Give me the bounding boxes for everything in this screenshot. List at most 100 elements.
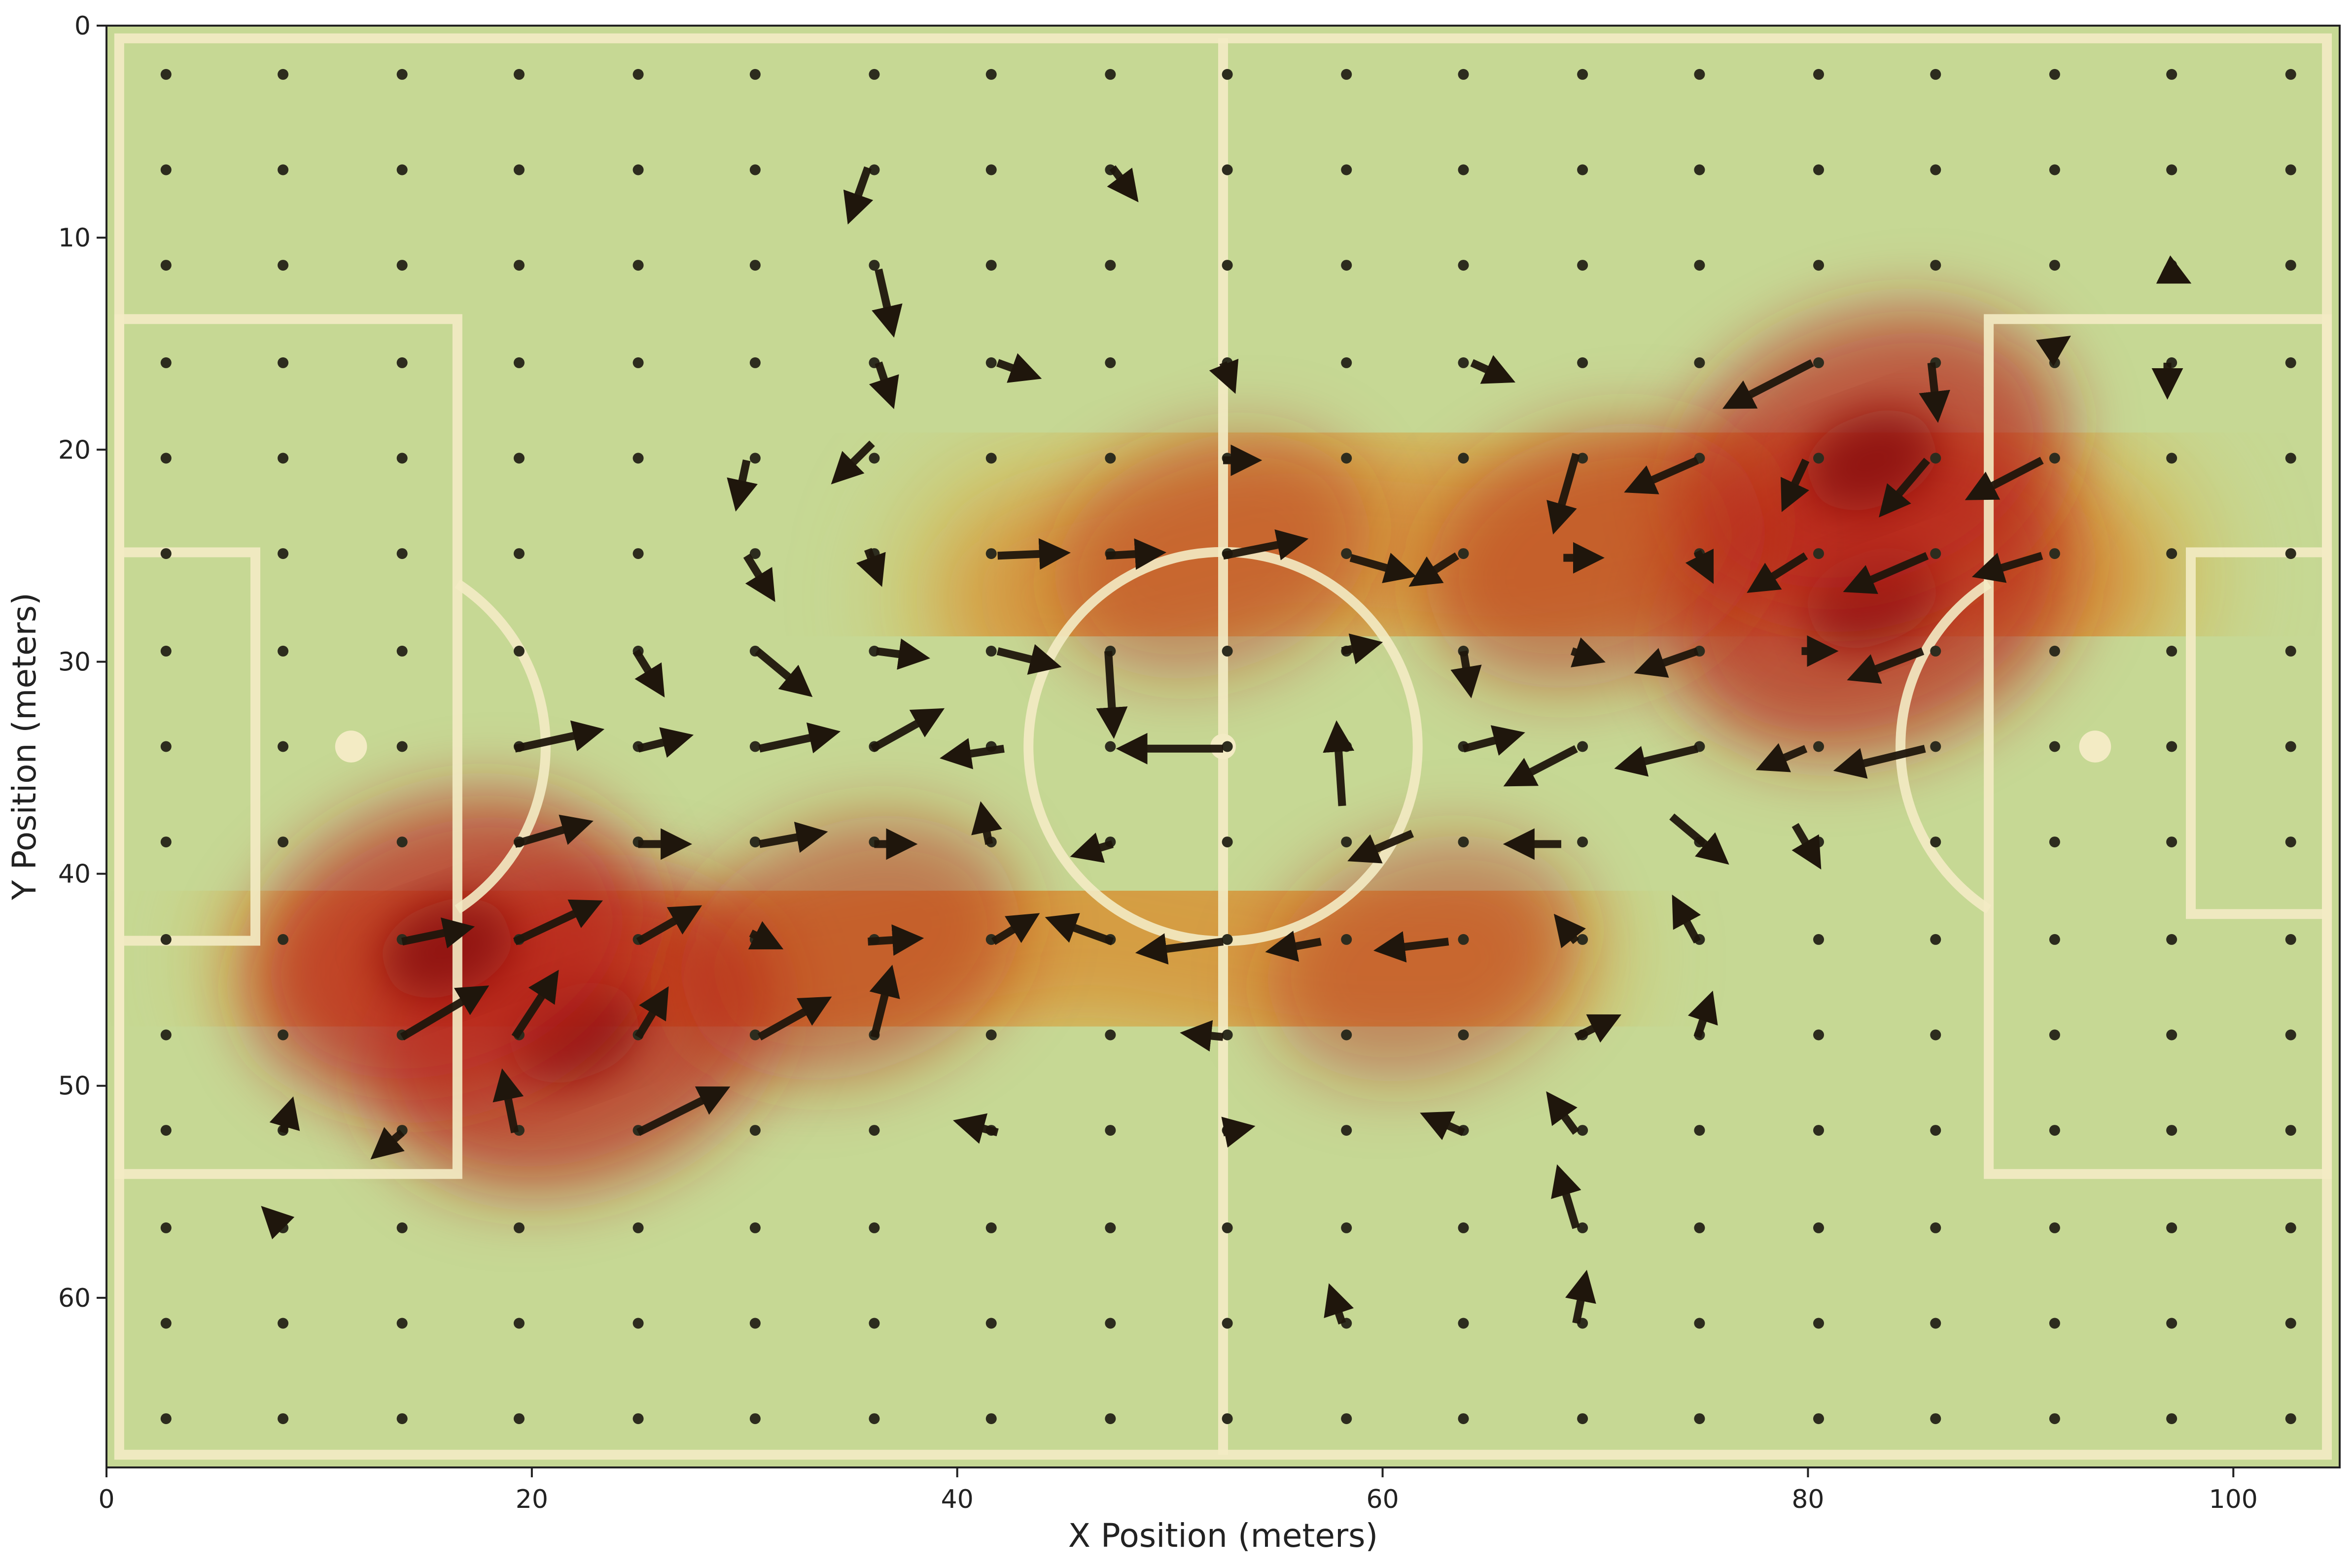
grid-dot xyxy=(2049,645,2060,657)
grid-dot xyxy=(1458,1318,1469,1329)
flow-arrow xyxy=(1546,1091,1580,1135)
grid-dot xyxy=(160,1222,172,1233)
grid-dot xyxy=(749,1222,761,1233)
grid-dot xyxy=(2049,934,2060,945)
grid-dot xyxy=(1341,453,1352,464)
grid-dot xyxy=(1813,1413,1824,1425)
flow-arrow xyxy=(996,353,1042,383)
grid-dot xyxy=(1930,164,1941,175)
grid-dot xyxy=(396,741,408,752)
flow-arrow xyxy=(1553,913,1586,948)
grid-dot xyxy=(1930,1029,1941,1041)
grid-dot xyxy=(1694,69,1705,80)
flow-arrow xyxy=(1687,990,1718,1039)
grid-dot xyxy=(513,1413,525,1425)
grid-dot xyxy=(1222,1318,1233,1329)
grid-dot xyxy=(1222,836,1233,848)
flow-arrow xyxy=(632,649,665,697)
flow-arrow xyxy=(1546,453,1580,535)
y-tick-label: 60 xyxy=(58,1284,91,1313)
grid-dot xyxy=(1458,934,1469,945)
grid-dot xyxy=(1458,836,1469,848)
flow-arrow xyxy=(991,913,1040,945)
grid-dot xyxy=(1813,836,1824,848)
grid-dot xyxy=(985,357,997,368)
flow-arrow xyxy=(869,361,899,410)
grid-dot xyxy=(749,836,761,848)
flow-arrow xyxy=(1672,894,1701,944)
grid-dot xyxy=(1577,836,1588,848)
grid-dot xyxy=(1930,1318,1941,1329)
grid-dot xyxy=(396,1413,408,1425)
grid-dot xyxy=(1577,1125,1588,1136)
grid-dot xyxy=(869,1413,880,1425)
flow-arrow xyxy=(1847,647,1925,684)
grid-dot xyxy=(632,1222,644,1233)
grid-dot xyxy=(1341,741,1352,752)
left-goal-area xyxy=(114,547,260,946)
grid-dot xyxy=(1105,741,1116,752)
grid-dot xyxy=(1341,357,1352,368)
y-axis: 0 10 20 30 40 50 60 xyxy=(58,11,106,1313)
grid-dot xyxy=(1222,164,1233,175)
flow-arrow xyxy=(1879,457,1931,518)
grid-dot xyxy=(1813,164,1824,175)
grid-dot xyxy=(2285,1029,2296,1041)
grid-dot xyxy=(278,260,289,271)
grid-dot xyxy=(749,69,761,80)
grid-dot xyxy=(2166,741,2177,752)
grid-dot xyxy=(1105,1125,1116,1136)
grid-dot xyxy=(160,357,172,368)
grid-dot xyxy=(160,1125,172,1136)
grid-dot xyxy=(749,1413,761,1425)
grid-dot xyxy=(278,645,289,657)
flow-arrow xyxy=(1722,359,1814,409)
grid-dot xyxy=(1341,1413,1352,1425)
grid-dot xyxy=(1813,453,1824,464)
flow-arrow xyxy=(634,986,669,1039)
flow-arrow xyxy=(757,996,832,1041)
grid-dot xyxy=(1341,1125,1352,1136)
density-hotspot xyxy=(681,816,1021,1080)
grid-dot xyxy=(2166,934,2177,945)
grid-dot xyxy=(749,453,761,464)
flow-arrow xyxy=(1349,553,1417,583)
grid-dot xyxy=(1105,1222,1116,1233)
grid-dot xyxy=(1458,1029,1469,1041)
grid-dot xyxy=(1813,357,1824,368)
grid-dot xyxy=(985,260,997,271)
x-tick-label: 60 xyxy=(1366,1485,1399,1514)
grid-dot xyxy=(278,548,289,559)
grid-dot xyxy=(869,1125,880,1136)
grid-dot xyxy=(1930,645,1941,657)
grid-dot xyxy=(1458,69,1469,80)
flow-arrow xyxy=(261,1206,295,1240)
right-penalty-arc xyxy=(1896,579,1992,914)
grid-dot xyxy=(985,164,997,175)
flow-arrow xyxy=(514,814,594,848)
x-tick-label: 40 xyxy=(941,1485,974,1514)
grid-dot xyxy=(1930,453,1941,464)
flow-arrow xyxy=(971,801,1002,845)
flow-arrow xyxy=(1341,633,1383,664)
grid-dot xyxy=(278,934,289,945)
grid-dot xyxy=(1105,357,1116,368)
flow-arrow xyxy=(1180,1020,1224,1052)
grid-dot xyxy=(2285,548,2296,559)
grid-dot xyxy=(632,69,644,80)
grid-dot xyxy=(2049,453,2060,464)
grid-dot xyxy=(632,164,644,175)
grid-dot xyxy=(1222,934,1233,945)
grid-dot xyxy=(1813,69,1824,80)
flow-arrow xyxy=(1833,745,1926,779)
grid-dot xyxy=(1930,1413,1941,1425)
grid-dot xyxy=(2166,1222,2177,1233)
flow-arrow xyxy=(1669,813,1729,865)
grid-dot xyxy=(2049,1318,2060,1329)
grid-dot xyxy=(1458,548,1469,559)
grid-dot xyxy=(2049,1029,2060,1041)
grid-dot xyxy=(396,836,408,848)
grid-dot xyxy=(1341,260,1352,271)
flow-arrow xyxy=(755,648,813,697)
grid-dot xyxy=(1222,69,1233,80)
